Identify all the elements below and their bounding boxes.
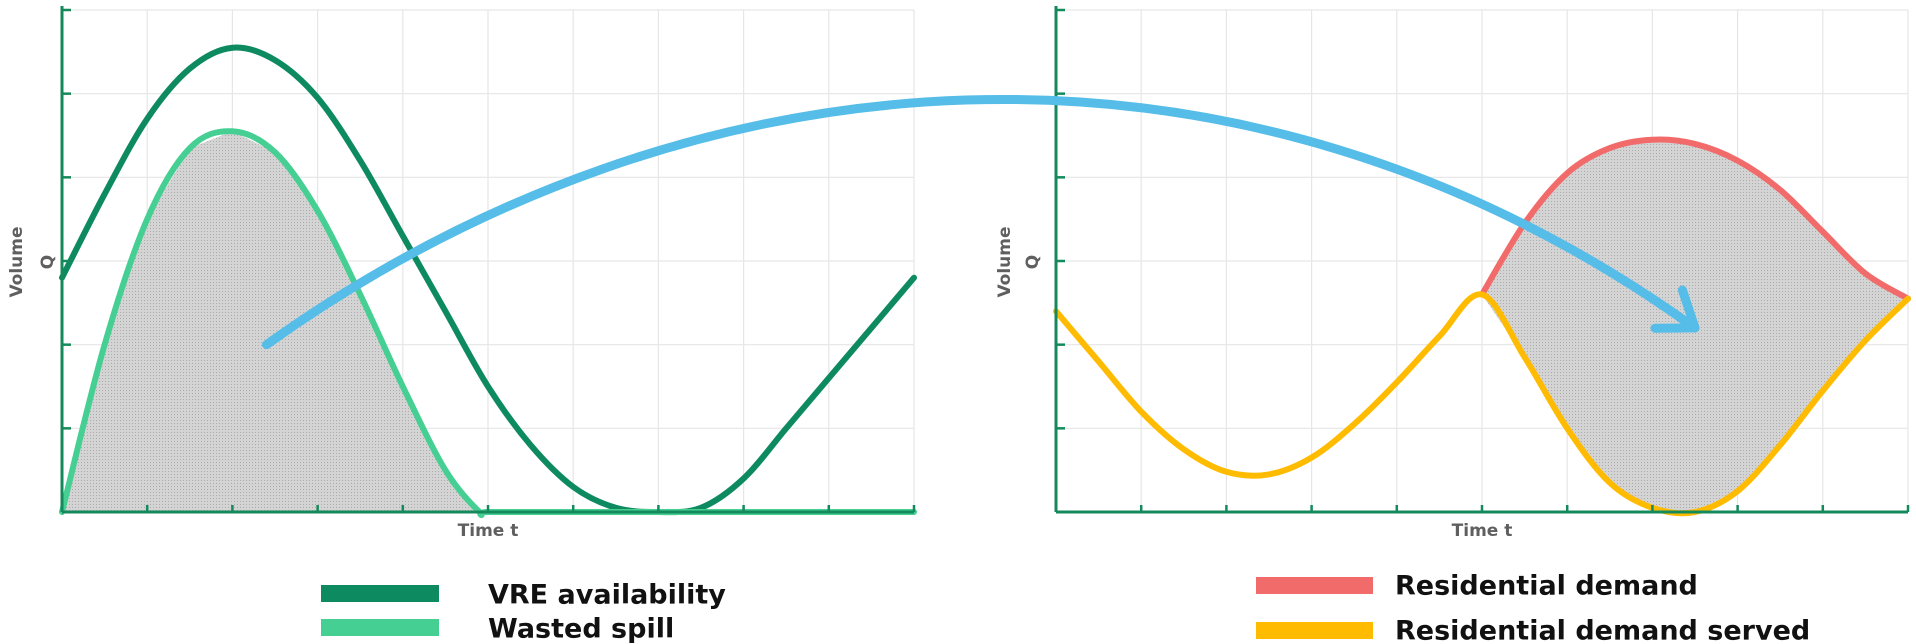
- chart-vre-axes: [60, 6, 916, 514]
- legend-swatch-wasted-spill: [321, 619, 439, 636]
- chart-vre: Time t Volume Q: [7, 6, 917, 541]
- legend-label-residential-demand-served: Residential demand served: [1395, 616, 1810, 644]
- transfer-arrow-curve: [261, 95, 1700, 350]
- legend-label-residential-demand: Residential demand: [1395, 571, 1698, 602]
- transfer-arrow-head: [1650, 285, 1700, 333]
- transfer-arrow: [261, 95, 1700, 350]
- legend: VRE availability Wasted spill Residentia…: [321, 571, 1810, 644]
- chart-demand-ylabel: Volume: [995, 226, 1015, 297]
- legend-label-wasted-spill: Wasted spill: [488, 614, 674, 644]
- legend-swatch-residential-demand: [1256, 577, 1373, 594]
- chart-demand-xlabel: Time t: [1452, 521, 1513, 541]
- legend-label-vre-availability: VRE availability: [488, 580, 726, 611]
- chart-demand-ylabel-symbol: Q: [1023, 255, 1043, 269]
- series-line-residential-demand: [1479, 136, 1911, 302]
- series-line-residential-demand-served: [1053, 291, 1911, 517]
- series-line-vre-availability: [59, 44, 917, 516]
- chart-vre-ylabel-symbol: Q: [38, 255, 58, 269]
- chart-demand: Time t Volume Q: [995, 6, 1911, 541]
- chart-demand-series: [1053, 136, 1911, 517]
- chart-vre-xlabel: Time t: [458, 521, 519, 541]
- chart-demand-axes: [1054, 6, 1910, 514]
- legend-swatch-vre-availability: [321, 585, 439, 602]
- legend-swatch-residential-demand-served: [1256, 622, 1373, 639]
- chart-vre-ylabel: Volume: [7, 226, 27, 297]
- chart-vre-shaded-area: [62, 131, 480, 513]
